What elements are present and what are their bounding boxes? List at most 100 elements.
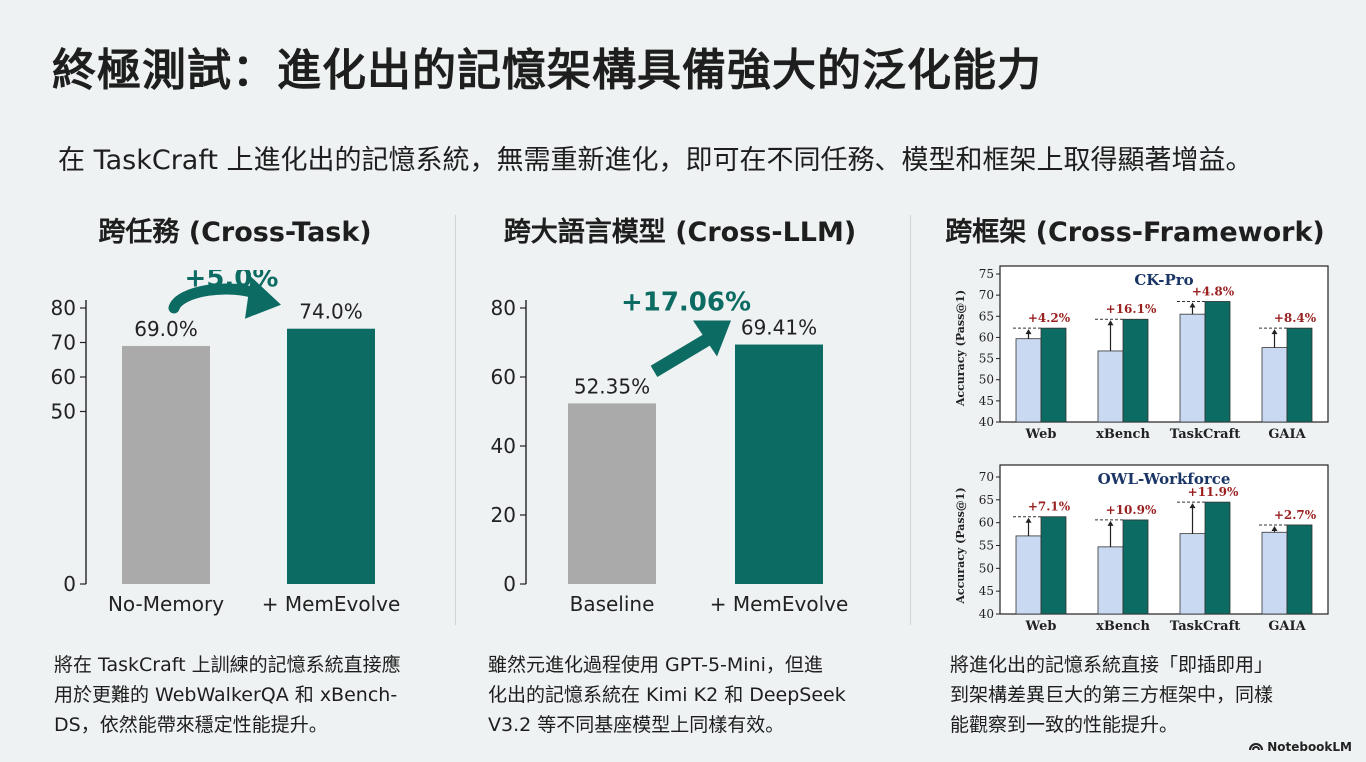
gain-arrow-head <box>1107 320 1114 326</box>
desc-line: 用於更難的 WebWalkerQA 和 xBench- <box>54 684 398 706</box>
data-label: 74.0% <box>299 300 363 324</box>
x-tick-label: Web <box>1025 427 1057 442</box>
gain-arrow-head <box>1189 302 1196 308</box>
x-tick-label: + MemEvolve <box>710 592 849 616</box>
y-tick-label: 40 <box>491 434 516 458</box>
bar <box>122 345 210 584</box>
y-tick-label: 60 <box>979 516 994 530</box>
y-tick-label: 80 <box>491 296 516 320</box>
y-tick-label: 45 <box>979 394 994 408</box>
chart-title: OWL-Workforce <box>1098 470 1231 488</box>
bar-baseline <box>1097 546 1124 615</box>
data-label: 52.35% <box>574 374 650 398</box>
bar <box>735 344 823 584</box>
brand-logo: NotebookLM <box>1249 740 1352 754</box>
x-tick-label: xBench <box>1096 427 1150 442</box>
chart-cross-task: 0 50 60 70 80 69.0% No-Memory 74.0% + MemEvolve +… <box>51 270 401 616</box>
x-tick-label: GAIA <box>1268 619 1306 634</box>
bar-memevolve <box>1040 516 1067 615</box>
gain-arrow-head <box>693 320 731 357</box>
desc-cross-llm: 雖然元進化過程使用 GPT-5-Mini，但進 化出的記憶系統在 Kimi K2… <box>488 650 846 740</box>
desc-cross-task: 將在 TaskCraft 上訓練的記憶系統直接應 用於更難的 WebWalker… <box>54 650 401 740</box>
gain-label: +16.1% <box>1106 302 1157 316</box>
desc-line: V3.2 等不同基座模型上同樣有效。 <box>488 714 785 736</box>
y-tick-label: 70 <box>979 470 994 484</box>
page-title: 終極測試：進化出的記憶架構具備強大的泛化能力 <box>52 45 1042 96</box>
y-tick-label: 40 <box>979 607 994 621</box>
y-tick-label: 70 <box>51 331 76 355</box>
bar-baseline <box>1015 338 1042 423</box>
y-tick-label: 65 <box>979 309 994 323</box>
bar <box>568 403 656 584</box>
bar-memevolve <box>1122 519 1149 615</box>
bar-memevolve <box>1040 327 1067 423</box>
y-tick-label: 40 <box>979 415 994 429</box>
chart-title: CK-Pro <box>1134 271 1193 289</box>
bar-baseline <box>1261 531 1288 615</box>
y-tick-label: 45 <box>979 584 994 598</box>
bar-baseline <box>1015 535 1042 615</box>
data-label: 69.41% <box>741 316 817 340</box>
bar-baseline <box>1097 350 1124 423</box>
gain-label: +2.7% <box>1274 508 1317 522</box>
gain-arrow-head <box>1107 520 1114 526</box>
gain-arrow-head <box>1025 329 1032 335</box>
gain-label: +4.2% <box>1028 311 1071 325</box>
col-title-cross-task: 跨任務 (Cross-Task) <box>98 217 372 248</box>
gain-arrow-head <box>1189 503 1196 509</box>
desc-line: 將進化出的記憶系統直接「即插即用」 <box>950 654 1274 676</box>
desc-line: 能觀察到一致的性能提升。 <box>950 714 1179 736</box>
x-tick-label: No-Memory <box>108 592 224 616</box>
gain-label: +11.9% <box>1188 485 1239 499</box>
bar-baseline <box>1179 313 1206 423</box>
y-tick-label: 60 <box>491 365 516 389</box>
gain-arrow-head <box>1025 517 1032 523</box>
gain-label: +4.8% <box>1192 284 1235 298</box>
desc-line: DS，依然能帶來穩定性能提升。 <box>54 714 328 736</box>
page-subtitle: 在 TaskCraft 上進化出的記憶系統，無需重新進化，即可在不同任務、模型和… <box>58 145 1253 176</box>
x-tick-label: xBench <box>1096 619 1150 634</box>
y-tick-label: 55 <box>979 539 994 553</box>
data-label: 69.0% <box>134 317 198 341</box>
bar-baseline <box>1179 533 1206 615</box>
y-tick-label: 55 <box>979 352 994 366</box>
y-tick-label: 0 <box>503 572 516 596</box>
y-tick-label: 65 <box>979 493 994 507</box>
bar-memevolve <box>1286 524 1313 615</box>
col-title-cross-framework: 跨框架 (Cross-Framework) <box>945 217 1325 248</box>
col-title-cross-llm: 跨大語言模型 (Cross-LLM) <box>503 217 857 248</box>
y-tick-label: 60 <box>51 365 76 389</box>
bar-memevolve <box>1122 318 1149 423</box>
gain-label: +8.4% <box>1274 311 1317 325</box>
bar-baseline <box>1261 347 1288 423</box>
gain-annotation: +5.0% <box>185 270 279 294</box>
x-tick-label: TaskCraft <box>1170 619 1240 634</box>
y-tick-label: 50 <box>979 373 994 387</box>
y-tick-label: 50 <box>51 400 76 424</box>
column-divider <box>910 215 911 625</box>
y-tick-label: 50 <box>979 561 994 575</box>
gain-label: +7.1% <box>1028 500 1071 514</box>
column-divider <box>455 215 456 625</box>
gain-annotation: +17.06% <box>621 288 751 318</box>
y-tick-label: 60 <box>979 330 994 344</box>
x-tick-label: TaskCraft <box>1170 427 1240 442</box>
x-tick-label: Baseline <box>570 592 655 616</box>
x-tick-label: + MemEvolve <box>262 592 401 616</box>
desc-line: 將在 TaskCraft 上訓練的記憶系統直接應 <box>54 654 401 676</box>
x-tick-label: GAIA <box>1268 427 1306 442</box>
notebooklm-icon <box>1249 740 1264 754</box>
y-tick-label: 75 <box>979 267 994 281</box>
chart-cross-llm: 0 20 40 60 80 52.35% Baseline 69.41% + MemEvolve… <box>491 288 849 616</box>
desc-line: 雖然元進化過程使用 GPT-5-Mini，但進 <box>488 654 823 676</box>
gain-arrow-head <box>1271 525 1278 531</box>
gain-arrow-head <box>245 276 281 319</box>
desc-cross-framework: 將進化出的記憶系統直接「即插即用」 到架構差異巨大的第三方框架中，同樣 能觀察到… <box>950 650 1273 740</box>
bar <box>287 328 375 584</box>
bar-memevolve <box>1204 501 1231 615</box>
gain-arrow-head <box>1271 329 1278 335</box>
bar-memevolve <box>1204 301 1231 423</box>
y-tick-label: 70 <box>979 288 994 302</box>
gain-label: +10.9% <box>1106 503 1157 517</box>
y-axis-label: Accuracy (Pass@1) <box>954 290 967 407</box>
